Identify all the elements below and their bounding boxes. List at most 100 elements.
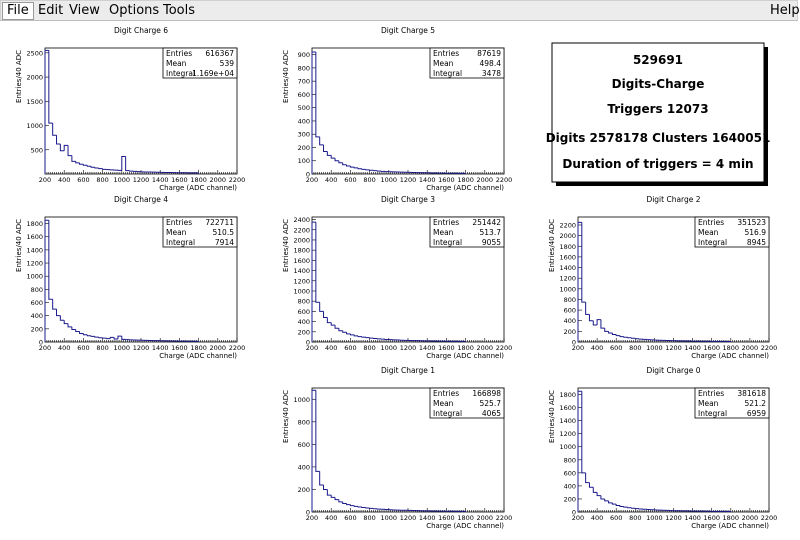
x-tick-label: 1400: [152, 344, 169, 352]
histogram-bin: [589, 314, 593, 320]
histogram-bin: [593, 321, 597, 325]
x-tick-label: 400: [58, 344, 70, 352]
histogram-bin: [582, 222, 586, 302]
y-tick-label: 1000: [559, 285, 576, 293]
summary-pave: 529691 Digits-Charge Triggers 12073 Digi…: [546, 43, 771, 186]
histogram-bin: [83, 164, 87, 165]
y-tick-label: 600: [298, 91, 310, 99]
y-tick-label: 400: [564, 317, 576, 325]
x-tick-label: 400: [325, 344, 337, 352]
x-tick-label: 1800: [457, 514, 474, 522]
y-tick-label: 400: [564, 482, 576, 490]
histogram-bin: [316, 52, 320, 137]
histogram-bin: [343, 502, 347, 504]
histogram-bin: [76, 161, 80, 162]
y-tick-label: 600: [564, 307, 576, 315]
histogram-bin: [331, 155, 335, 158]
stats-value: 6959: [747, 409, 766, 418]
histogram-bin: [347, 332, 351, 334]
x-tick-label: 1000: [381, 176, 398, 184]
histogram-bin: [80, 163, 84, 164]
x-axis-label: Charge (ADC channel): [691, 352, 769, 360]
histogram-bin: [339, 500, 343, 502]
histogram-bin: [122, 157, 126, 171]
x-tick-label: 1400: [684, 514, 701, 522]
y-tick-label: 2400: [293, 216, 310, 224]
x-tick-label: 1200: [665, 344, 682, 352]
y-tick-label: 500: [31, 146, 43, 154]
stats-value: 510.5: [213, 228, 235, 237]
histogram-bin: [126, 157, 130, 171]
histogram-bin: [316, 222, 320, 302]
y-tick-label: 1200: [293, 277, 310, 285]
histogram-bin: [586, 302, 590, 314]
y-tick-label: 800: [564, 296, 576, 304]
histogram-bin: [350, 166, 354, 167]
x-tick-label: 1400: [684, 344, 701, 352]
y-tick-label: 400: [298, 318, 310, 326]
stats-value: 513.7: [480, 228, 502, 237]
y-tick-label: 1200: [559, 430, 576, 438]
stats-value: 539: [220, 59, 235, 68]
histogram-bin: [64, 320, 68, 323]
x-tick-label: 2000: [477, 344, 494, 352]
stats-key: Integral: [166, 69, 195, 78]
menu-view[interactable]: View: [65, 2, 104, 20]
histogram-bin: [53, 123, 57, 135]
menu-help[interactable]: Help: [766, 2, 800, 20]
histogram-title: Digit Charge 5: [381, 26, 435, 35]
histogram-bin: [335, 497, 339, 499]
y-tick-label: 800: [298, 298, 310, 306]
histogram-bin: [72, 156, 76, 162]
stats-value: 166898: [472, 389, 501, 398]
y-tick-label: 1600: [559, 404, 576, 412]
y-tick-label: 0: [306, 509, 310, 517]
stats-value: 516.9: [745, 228, 767, 237]
y-tick-label: 500: [298, 104, 310, 112]
x-tick-label: 1600: [171, 344, 188, 352]
x-tick-label: 1400: [152, 176, 169, 184]
summary-digits: Digits 2578178 Clusters 1640051: [546, 131, 771, 145]
stats-value: 4065: [482, 409, 501, 418]
histogram-bin: [60, 316, 64, 321]
stats-key: Entries: [166, 49, 192, 58]
menu-file[interactable]: File: [2, 2, 34, 20]
x-tick-label: 2000: [477, 176, 494, 184]
histogram-bin: [327, 151, 331, 155]
menu-tools[interactable]: Tools: [159, 2, 199, 20]
histogram-bin: [45, 50, 49, 174]
x-tick-label: 600: [344, 344, 356, 352]
histogram-bin: [335, 158, 339, 161]
y-tick-label: 200: [298, 486, 310, 494]
canvas-svg: 529691 Digits-Charge Triggers 12073 Digi…: [0, 22, 800, 536]
menu-options[interactable]: Options: [105, 2, 163, 20]
histogram-bin: [49, 50, 53, 123]
stats-key: Entries: [698, 218, 724, 227]
histogram-bin: [589, 483, 593, 488]
stats-key: Integral: [166, 238, 195, 247]
y-tick-label: 400: [298, 463, 310, 471]
x-axis-label: Charge (ADC channel): [691, 522, 769, 530]
x-tick-label: 1400: [419, 514, 436, 522]
histogram-bin: [95, 167, 99, 168]
histogram-bin: [366, 169, 370, 170]
y-tick-label: 0: [39, 339, 43, 347]
stats-key: Mean: [166, 228, 187, 237]
stats-key: Mean: [433, 59, 454, 68]
x-tick-label: 800: [629, 514, 641, 522]
y-tick-label: 400: [31, 312, 43, 320]
histogram-canvas[interactable]: 529691 Digits-Charge Triggers 12073 Digi…: [0, 22, 800, 536]
x-tick-label: 2200: [229, 176, 246, 184]
histogram-bin: [343, 163, 347, 165]
stats-value: 521.2: [745, 399, 767, 408]
menu-edit[interactable]: Edit: [34, 2, 67, 20]
y-tick-label: 1800: [559, 243, 576, 251]
x-tick-label: 1200: [400, 514, 417, 522]
